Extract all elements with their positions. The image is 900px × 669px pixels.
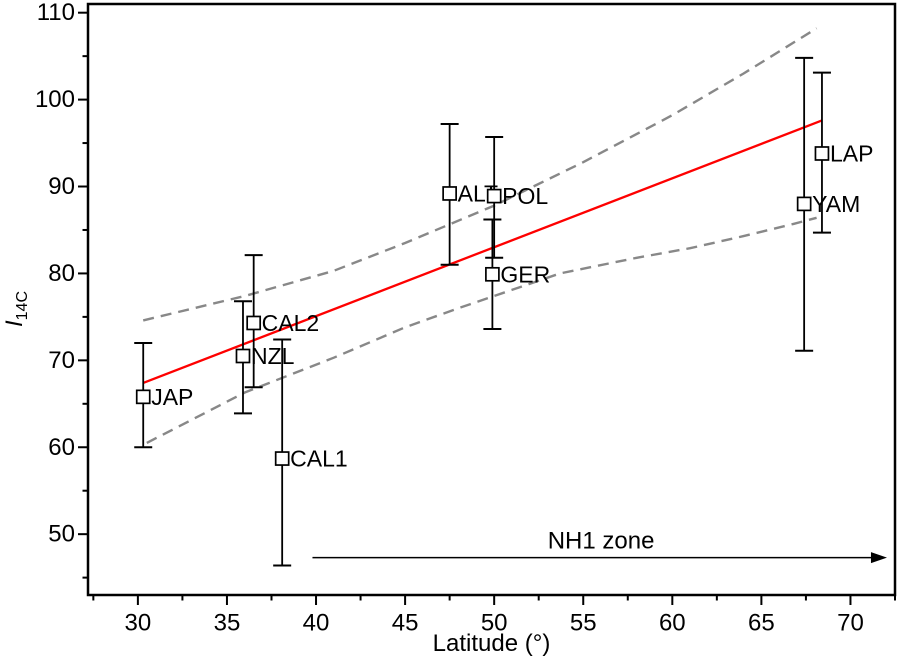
- data-point-ALT: [442, 186, 457, 201]
- plot-frame: [86, 2, 897, 597]
- point-label-CAL1: CAL1: [290, 446, 348, 472]
- x-tick-label: 30: [125, 610, 152, 637]
- data-point-CAL2: [246, 315, 262, 331]
- point-label-CAL2: CAL2: [262, 310, 320, 336]
- x-tick-label: 35: [214, 610, 241, 637]
- x-tick-label: 60: [659, 610, 686, 637]
- x-tick-label: 65: [748, 610, 775, 637]
- data-point-JAP: [135, 389, 151, 405]
- x-tick-label: 45: [392, 610, 419, 637]
- y-tick-label: 90: [48, 173, 75, 200]
- x-tick-label: 70: [837, 610, 864, 637]
- point-label-YAM: YAM: [812, 191, 860, 217]
- data-point-POL: [486, 188, 502, 204]
- y-tick-label: 70: [48, 347, 75, 374]
- x-tick-label: 50: [481, 610, 508, 637]
- nh1-zone-arrowhead-icon: [870, 552, 887, 564]
- y-tick-label: 50: [48, 521, 75, 548]
- y-tick-label: 80: [48, 260, 75, 287]
- point-label-JAP: JAP: [151, 384, 193, 410]
- y-tick-label: 110: [37, 0, 75, 26]
- point-label-POL: POL: [502, 183, 548, 209]
- point-label-GER: GER: [500, 261, 550, 287]
- y-tick-label: 100: [35, 86, 75, 113]
- data-point-LAP: [814, 146, 830, 161]
- point-label-NZL: NZL: [251, 343, 295, 369]
- y-axis-title: I14C: [1, 291, 31, 327]
- confidence-band-upper: [142, 27, 818, 322]
- data-point-CAL1: [274, 451, 290, 466]
- x-axis-title: Latitude (°): [433, 630, 551, 657]
- x-tick-label: 40: [303, 610, 330, 637]
- confidence-band-lower: [146, 216, 817, 444]
- nh1-zone-label: NH1 zone: [548, 528, 655, 555]
- data-point-YAM: [796, 196, 812, 212]
- y-tick-label: 60: [48, 434, 75, 461]
- x-tick-label: 55: [570, 610, 597, 637]
- point-label-LAP: LAP: [830, 140, 873, 166]
- data-point-NZL: [235, 348, 251, 364]
- data-point-GER: [485, 266, 500, 282]
- regression-line: [142, 119, 823, 385]
